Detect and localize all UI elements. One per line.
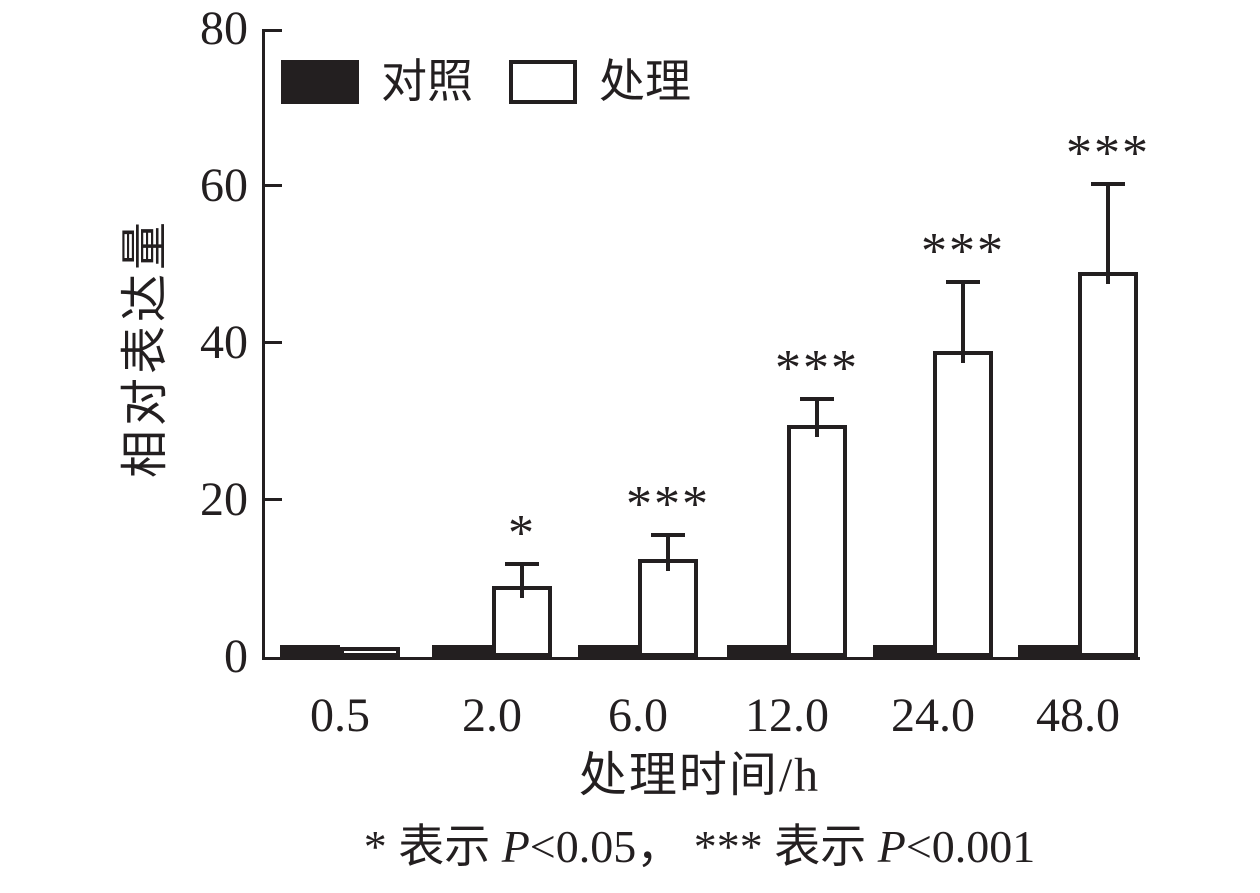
legend: 对照 处理 — [281, 59, 705, 105]
error-bar-cap — [651, 533, 685, 537]
significance-stars: *** — [1066, 125, 1150, 182]
error-bar-stem — [1106, 186, 1110, 284]
plot-area: 对照 处理 * *** *** *** *** — [262, 29, 1148, 660]
control-bar — [1018, 645, 1078, 657]
bar-group-24.0: *** — [873, 29, 1003, 657]
treatment-bar — [638, 559, 698, 657]
y-tick-mark — [265, 184, 282, 187]
error-bar-cap — [505, 562, 539, 566]
legend-swatch-control — [281, 60, 359, 104]
error-bar-stem — [520, 566, 524, 598]
error-bar-cap — [800, 397, 834, 401]
bar-group-0.5 — [280, 29, 400, 657]
footnote-text: <0.05， *** 表示 — [529, 821, 878, 872]
footnote-p-symbol: P — [501, 821, 530, 872]
legend-label-treatment: 处理 — [599, 56, 691, 107]
legend-label-control: 对照 — [381, 56, 473, 107]
treatment-bar — [787, 425, 847, 657]
significance-stars: *** — [921, 223, 1005, 280]
y-tick-label: 20 — [200, 473, 248, 526]
error-bar-cap — [946, 280, 980, 284]
legend-swatch-treatment — [509, 60, 577, 104]
bar-group-12.0: *** — [727, 29, 857, 657]
control-bar — [432, 645, 492, 657]
footnote-text: * 表示 — [363, 821, 502, 872]
x-axis-title: 处理时间/h — [578, 749, 821, 802]
significance-stars: *** — [775, 340, 859, 397]
footnote-text: <0.001 — [905, 821, 1036, 872]
footnote: * 表示 P<0.05， *** 表示 P<0.001 — [262, 821, 1137, 873]
y-axis-tick-labels: 0 20 40 60 80 — [150, 5, 248, 681]
bar-group-2.0: * — [432, 29, 552, 657]
footnote-p-symbol: P — [877, 821, 906, 872]
y-tick-label: 60 — [200, 159, 248, 212]
x-tick-label: 48.0 — [1036, 689, 1120, 742]
significance-stars: *** — [626, 476, 710, 533]
y-tick-label: 0 — [224, 630, 248, 683]
y-tick-mark — [265, 498, 282, 501]
significance-stars: * — [508, 505, 536, 562]
x-tick-label: 24.0 — [891, 689, 975, 742]
y-tick-label: 80 — [200, 2, 248, 55]
error-bar-stem — [815, 401, 819, 437]
control-bar — [873, 645, 933, 657]
control-bar — [578, 645, 638, 657]
error-bar-cap — [1091, 182, 1125, 186]
x-tick-label: 6.0 — [608, 689, 668, 742]
x-tick-label: 0.5 — [310, 689, 370, 742]
y-tick-label: 40 — [200, 316, 248, 369]
bar-group-48.0: *** — [1018, 29, 1148, 657]
treatment-bar — [933, 351, 993, 657]
y-tick-mark — [265, 29, 282, 32]
x-tick-label: 2.0 — [462, 689, 522, 742]
control-bar — [280, 645, 340, 657]
error-bar-stem — [961, 284, 965, 363]
x-tick-label: 12.0 — [745, 689, 829, 742]
control-bar — [727, 645, 787, 657]
treatment-bar — [1078, 272, 1138, 657]
treatment-bar — [340, 647, 400, 657]
bar-group-6.0: *** — [578, 29, 708, 657]
error-bar-stem — [666, 537, 670, 571]
y-tick-mark — [265, 341, 282, 344]
